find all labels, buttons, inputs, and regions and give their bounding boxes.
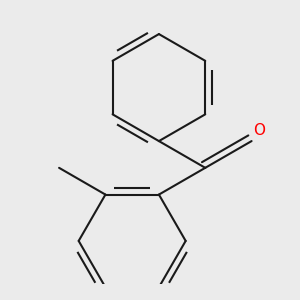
Text: O: O (253, 122, 265, 137)
